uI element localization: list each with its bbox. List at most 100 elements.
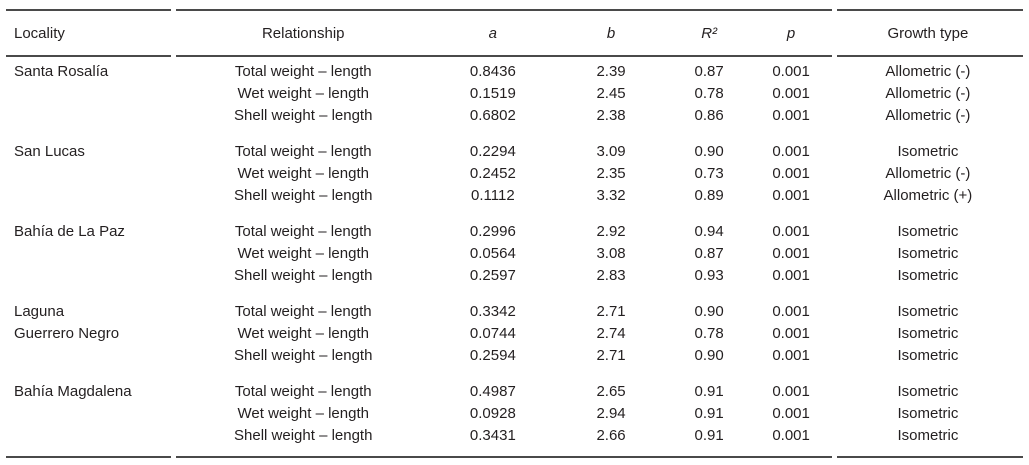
cell-r2: 0.91: [694, 382, 724, 400]
cell-relationship: Wet weight – length: [237, 84, 369, 102]
cell-growth-type: Isometric: [897, 266, 959, 284]
cell-locality: [6, 184, 174, 206]
section-san-lucas: San Lucas Total weight – length 0.2294 3…: [6, 126, 1023, 206]
cell-locality: [6, 424, 174, 446]
cell-p: 0.001: [772, 84, 810, 102]
cell-relationship: Total weight – length: [234, 62, 372, 80]
cell-locality: [6, 344, 174, 366]
cell-a: 0.8436: [469, 62, 516, 80]
cell-locality: Laguna: [14, 302, 65, 320]
cell-relationship: Shell weight – length: [234, 186, 373, 204]
table-row: Bahía de La Paz Total weight – length 0.…: [6, 206, 1023, 242]
col-header-a: a: [488, 24, 498, 42]
cell-b: 2.39: [596, 62, 626, 80]
cell-p: 0.001: [772, 426, 810, 444]
cell-locality: Santa Rosalía: [14, 62, 109, 80]
cell-b: 3.32: [596, 186, 626, 204]
cell-relationship: Total weight – length: [234, 222, 372, 240]
cell-relationship: Wet weight – length: [237, 244, 369, 262]
cell-growth-type: Allometric (-): [885, 164, 971, 182]
cell-growth-type: Isometric: [897, 142, 959, 160]
cell-p: 0.001: [772, 62, 810, 80]
cell-a: 0.1519: [469, 84, 516, 102]
section-bahia-magdalena: Bahía Magdalena Total weight – length 0.…: [6, 366, 1023, 446]
cell-growth-type: Isometric: [897, 222, 959, 240]
col-header-relationship: Relationship: [261, 24, 345, 42]
cell-a: 0.0928: [469, 404, 516, 422]
cell-growth-type: Isometric: [897, 426, 959, 444]
cell-a: 0.3431: [469, 426, 516, 444]
table-row: Laguna Total weight – length 0.3342 2.71…: [6, 286, 1023, 322]
cell-growth-type: Allometric (-): [885, 106, 971, 124]
table-row: Shell weight – length 0.1112 3.32 0.89 0…: [6, 184, 1023, 206]
cell-r2: 0.89: [694, 186, 724, 204]
cell-growth-type: Isometric: [897, 382, 959, 400]
table-rule-bottom: [6, 456, 1023, 458]
cell-relationship: Shell weight – length: [234, 346, 373, 364]
cell-p: 0.001: [772, 302, 810, 320]
cell-b: 2.71: [596, 302, 626, 320]
table-row: Guerrero Negro Wet weight – length 0.074…: [6, 322, 1023, 344]
cell-growth-type: Allometric (+): [883, 186, 973, 204]
table-row: San Lucas Total weight – length 0.2294 3…: [6, 126, 1023, 162]
cell-relationship: Wet weight – length: [237, 404, 369, 422]
cell-relationship: Total weight – length: [234, 382, 372, 400]
col-header-growth-type: Growth type: [887, 24, 969, 42]
cell-p: 0.001: [772, 324, 810, 342]
cell-r2: 0.91: [694, 404, 724, 422]
cell-b: 2.71: [596, 346, 626, 364]
cell-locality: [6, 104, 174, 126]
table-row: Wet weight – length 0.2452 2.35 0.73 0.0…: [6, 162, 1023, 184]
cell-growth-type: Allometric (-): [885, 62, 971, 80]
cell-locality: Guerrero Negro: [14, 324, 120, 342]
cell-r2: 0.86: [694, 106, 724, 124]
table-rule-header: [6, 55, 1023, 57]
cell-b: 2.45: [596, 84, 626, 102]
cell-p: 0.001: [772, 142, 810, 160]
cell-growth-type: Allometric (-): [885, 84, 971, 102]
cell-relationship: Shell weight – length: [234, 106, 373, 124]
cell-b: 3.09: [596, 142, 626, 160]
cell-a: 0.2294: [469, 142, 516, 160]
cell-a: 0.2597: [469, 266, 516, 284]
cell-growth-type: Isometric: [897, 302, 959, 320]
cell-p: 0.001: [772, 266, 810, 284]
cell-a: 0.1112: [471, 186, 515, 204]
cell-r2: 0.78: [694, 84, 724, 102]
table-row: Shell weight – length 0.6802 2.38 0.86 0…: [6, 104, 1023, 126]
cell-r2: 0.91: [694, 426, 724, 444]
table-row: Wet weight – length 0.0928 2.94 0.91 0.0…: [6, 402, 1023, 424]
table-row: Santa Rosalía Total weight – length 0.84…: [6, 55, 1023, 82]
cell-growth-type: Isometric: [897, 404, 959, 422]
cell-relationship: Total weight – length: [234, 302, 372, 320]
cell-r2: 0.94: [694, 222, 724, 240]
cell-locality: [6, 264, 174, 286]
cell-growth-type: Isometric: [897, 324, 959, 342]
cell-b: 2.74: [596, 324, 626, 342]
col-header-p: p: [786, 24, 796, 42]
cell-r2: 0.87: [694, 244, 724, 262]
cell-p: 0.001: [772, 222, 810, 240]
results-table: Locality Relationship a b R² p Growth ty…: [6, 11, 1023, 446]
cell-r2: 0.90: [694, 346, 724, 364]
cell-growth-type: Isometric: [897, 346, 959, 364]
cell-growth-type: Isometric: [897, 244, 959, 262]
table-rule-top: [6, 9, 1023, 11]
cell-b: 2.83: [596, 266, 626, 284]
cell-a: 0.0744: [469, 324, 516, 342]
cell-r2: 0.78: [694, 324, 724, 342]
cell-p: 0.001: [772, 346, 810, 364]
cell-r2: 0.93: [694, 266, 724, 284]
table-row: Wet weight – length 0.0564 3.08 0.87 0.0…: [6, 242, 1023, 264]
section-santa-rosalia: Santa Rosalía Total weight – length 0.84…: [6, 55, 1023, 126]
col-header-locality: Locality: [14, 24, 65, 42]
cell-a: 0.3342: [469, 302, 516, 320]
table-row: Shell weight – length 0.3431 2.66 0.91 0…: [6, 424, 1023, 446]
cell-relationship: Wet weight – length: [237, 324, 369, 342]
cell-p: 0.001: [772, 106, 810, 124]
cell-r2: 0.90: [694, 142, 724, 160]
section-laguna-guerrero-negro: Laguna Total weight – length 0.3342 2.71…: [6, 286, 1023, 366]
cell-relationship: Shell weight – length: [234, 426, 373, 444]
cell-b: 2.66: [596, 426, 626, 444]
